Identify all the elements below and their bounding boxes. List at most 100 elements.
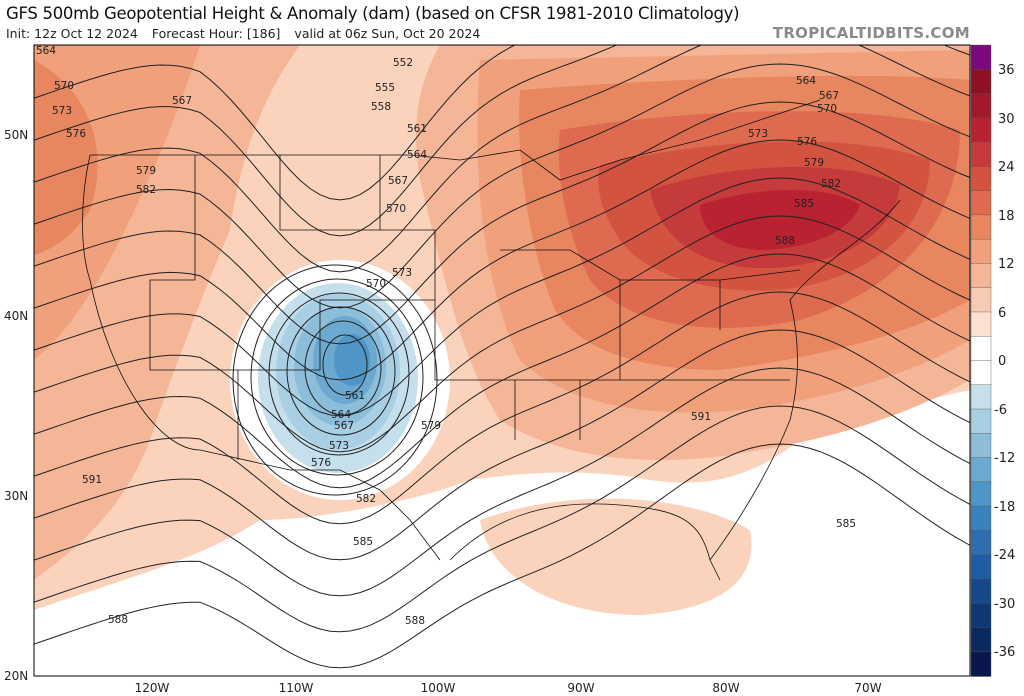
- contour-label: 591: [82, 474, 102, 486]
- contour-label: 564: [331, 409, 351, 421]
- colorbar-bin: [970, 214, 992, 240]
- contour-label: 591: [691, 411, 711, 423]
- colorbar-bin: [970, 117, 992, 143]
- colorbar-bin: [970, 384, 992, 410]
- lon-label: 90W: [567, 681, 594, 695]
- colorbar-bin: [970, 457, 992, 483]
- contour-label: 573: [392, 267, 412, 279]
- colorbar-bin: [970, 651, 992, 677]
- map-title: GFS 500mb Geopotential Height & Anomaly …: [6, 4, 740, 23]
- height-contour: [34, 443, 970, 669]
- height-contour: [34, 291, 970, 525]
- contour-label: 564: [407, 149, 427, 161]
- contour-label: 567: [819, 90, 839, 102]
- height-contour: [34, 101, 970, 345]
- contour-label: 582: [821, 178, 841, 190]
- colorbar-label: -36: [994, 645, 1015, 660]
- low-contour: [304, 320, 382, 416]
- colorbar-label: -30: [994, 597, 1015, 612]
- contour-label: 588: [405, 615, 425, 627]
- contour-label: 573: [329, 440, 349, 452]
- contour-label: 558: [371, 101, 391, 113]
- colorbar-bin: [970, 578, 992, 604]
- contour-label: 579: [421, 420, 441, 432]
- contour-label: 588: [775, 235, 795, 247]
- height-contour: [34, 45, 970, 273]
- contour-label: 576: [797, 136, 817, 148]
- contour-label: 579: [804, 157, 824, 169]
- colorbar: [970, 44, 992, 677]
- contour-labels: 564 570 573 576 579 582 567 552 555 558 …: [36, 45, 856, 627]
- colorbar-label: -12: [994, 451, 1015, 466]
- map-frame: [33, 44, 971, 677]
- low-contour: [268, 292, 410, 456]
- contour-label: 585: [794, 198, 814, 210]
- contour-label: 582: [356, 493, 376, 505]
- height-contour: [34, 177, 970, 417]
- anomaly-low-18: [334, 334, 370, 386]
- colorbar-label: 18: [998, 209, 1015, 224]
- colorbar-bin: [970, 627, 992, 653]
- gulf-coast: [449, 503, 721, 581]
- lat-label: 20N: [4, 669, 28, 683]
- contour-label: 573: [52, 105, 72, 117]
- colorbar-label: 24: [998, 160, 1015, 175]
- colorbar-bin: [970, 141, 992, 168]
- colorbar-bin: [970, 408, 992, 435]
- contour-label: 585: [353, 536, 373, 548]
- colorbar-bin: [970, 336, 992, 362]
- colorbar-bin: [970, 93, 992, 119]
- height-contour: [34, 253, 970, 489]
- contour-label: 585: [836, 518, 856, 530]
- anomaly-west-18: [34, 60, 98, 255]
- lon-label: 100W: [421, 681, 456, 695]
- contour-label: 567: [334, 420, 354, 432]
- run-info: Init: 12z Oct 12 2024 Forecast Hour: [18…: [6, 26, 490, 41]
- state-borders: [149, 155, 801, 460]
- colorbar-bin: [970, 69, 992, 95]
- valid-time: valid at 06z Sun, Oct 20 2024: [294, 26, 481, 41]
- height-contour: [34, 405, 970, 633]
- height-contour: [34, 215, 970, 453]
- colorbar-bin: [970, 554, 992, 580]
- colorbar-bin: [970, 481, 992, 507]
- colorbar-label: 30: [998, 112, 1015, 127]
- colorbar-label: 0: [998, 354, 1006, 369]
- anomaly-field: [34, 45, 970, 676]
- contour-label: 576: [66, 128, 86, 140]
- contour-label: 570: [386, 203, 406, 215]
- colorbar-bin: [970, 287, 992, 313]
- colorbar-bin: [970, 263, 992, 289]
- colorbar-bin: [970, 44, 992, 70]
- colorbar-label: 12: [998, 257, 1015, 272]
- lat-label: 40N: [4, 309, 28, 323]
- contour-label: 570: [366, 278, 386, 290]
- contour-label: 567: [388, 175, 408, 187]
- low-contour: [286, 306, 396, 436]
- contour-label: 561: [345, 390, 365, 402]
- contour-label: 582: [136, 184, 156, 196]
- lon-label: 110W: [279, 681, 314, 695]
- us-mexico-border: [199, 449, 441, 561]
- contour-label: 564: [36, 45, 56, 57]
- lat-label: 30N: [4, 489, 28, 503]
- low-contour: [322, 334, 368, 396]
- colorbar-label: -18: [994, 500, 1015, 515]
- east-coast: [709, 199, 901, 561]
- height-contour: [34, 139, 970, 381]
- contour-label: 573: [748, 128, 768, 140]
- contour-label: 552: [393, 57, 413, 69]
- colorbar-bin: [970, 505, 992, 532]
- colorbar-bin: [970, 433, 992, 459]
- forecast-hour: Forecast Hour: [186]: [151, 26, 281, 41]
- colorbar-label: -24: [994, 548, 1015, 563]
- colorbar-bin: [970, 190, 992, 216]
- colorbar-bin: [970, 360, 992, 386]
- contour-label: 564: [796, 75, 816, 87]
- contour-label: 570: [817, 103, 837, 115]
- colorbar-bin: [970, 530, 992, 556]
- colorbar-bin: [970, 166, 992, 192]
- colorbar-label: 6: [998, 306, 1006, 321]
- contour-label: 570: [54, 80, 74, 92]
- colorbar-bin: [970, 238, 992, 265]
